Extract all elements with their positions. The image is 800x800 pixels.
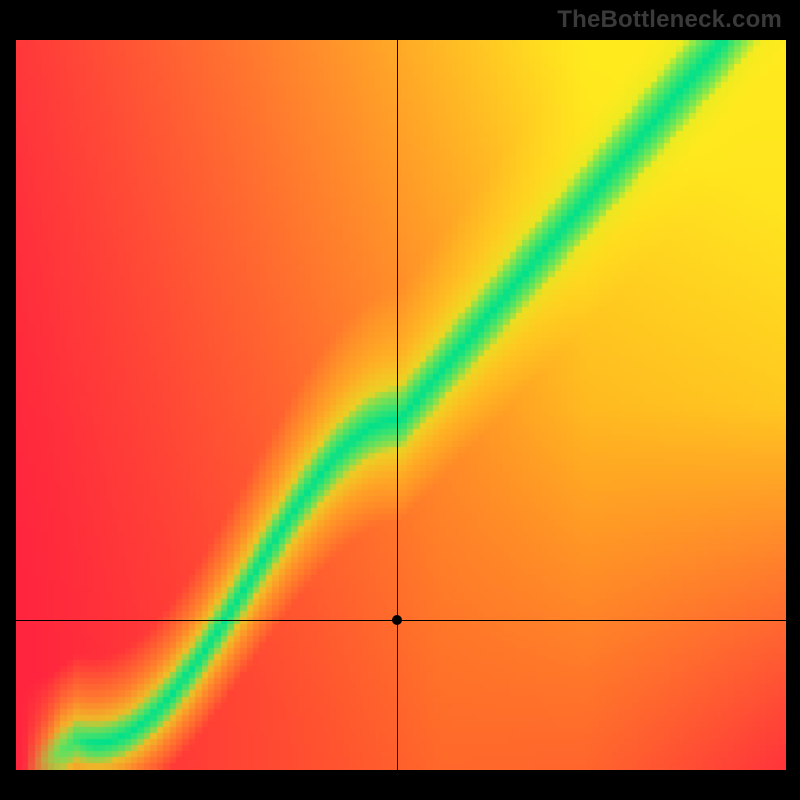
crosshair-vertical bbox=[397, 40, 398, 770]
chart-frame: TheBottleneck.com bbox=[0, 0, 800, 800]
heatmap-canvas bbox=[16, 40, 786, 770]
plot-area bbox=[16, 40, 786, 770]
watermark-text: TheBottleneck.com bbox=[557, 6, 782, 34]
